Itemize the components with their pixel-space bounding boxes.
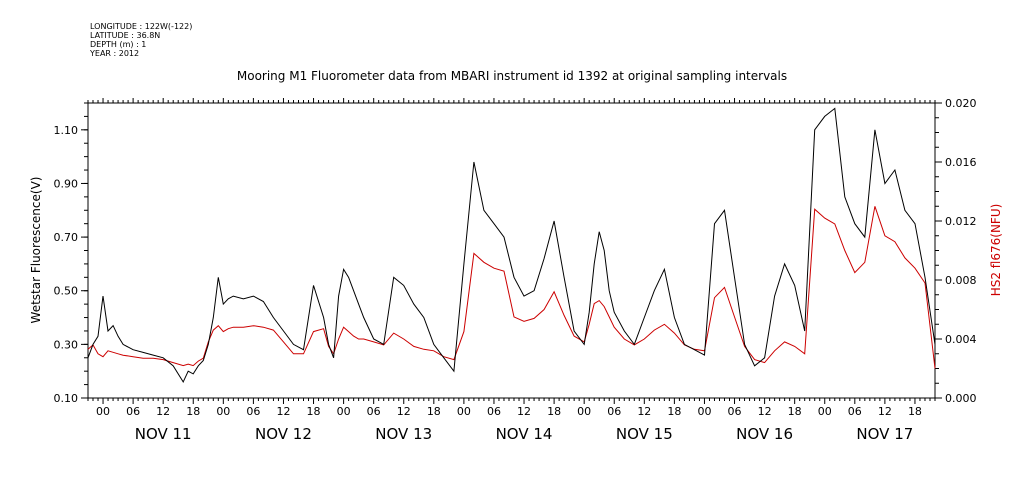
- left-axis-label: Wetstar Fluorescence(V): [29, 177, 43, 324]
- x-day-label: NOV 14: [496, 425, 553, 443]
- series-layer: [87, 107, 936, 383]
- x-day-label: NOV 11: [135, 425, 192, 443]
- right-tick-label: 0.008: [945, 274, 977, 287]
- x-hour-tick-label: 18: [667, 405, 681, 418]
- x-hour-tick-label: 06: [367, 405, 381, 418]
- left-tick-label: 0.70: [54, 231, 79, 244]
- left-tick-label: 0.50: [54, 285, 79, 298]
- left-tick-label: 0.30: [54, 338, 79, 351]
- x-hour-tick-label: 18: [547, 405, 561, 418]
- x-hour-tick-label: 12: [276, 405, 290, 418]
- right-tick-label: 0.004: [945, 333, 977, 346]
- meta-year: YEAR : 2012: [90, 49, 140, 58]
- left-tick-label: 1.10: [54, 124, 79, 137]
- x-hour-tick-label: 12: [397, 405, 411, 418]
- x-axis: 00 06 12 18 00 06 12 18 00 06 12 18 00 06 12 18 00 06 12 18…: [87, 398, 936, 443]
- x-hour-tick-label: 06: [728, 405, 742, 418]
- x-day-label: NOV 12: [255, 425, 312, 443]
- x-hour-tick-label: 06: [848, 405, 862, 418]
- x-hour-tick-label: 06: [246, 405, 260, 418]
- x-hour-tick-label: 06: [607, 405, 621, 418]
- x-hour-tick-label: 00: [457, 405, 471, 418]
- x-hour-tick-label: 18: [788, 405, 802, 418]
- x-hour-tick-label: 18: [186, 405, 200, 418]
- x-hour-tick-label: 18: [427, 405, 441, 418]
- x-hour-tick-label: 00: [96, 405, 110, 418]
- left-tick-label: 0.10: [54, 392, 79, 405]
- x-hour-tick-label: 12: [156, 405, 170, 418]
- x-hour-tick-label: 06: [126, 405, 140, 418]
- x-day-label: NOV 17: [856, 425, 913, 443]
- right-axis-label: HS2 fl676(NFU): [989, 204, 1003, 297]
- red-series-line: [87, 206, 936, 369]
- plot-frame: [87, 102, 936, 399]
- x-day-label: NOV 15: [616, 425, 673, 443]
- top-tick-marks: [87, 98, 936, 103]
- x-hour-tick-label: 18: [908, 405, 922, 418]
- black-series-line: [87, 107, 936, 383]
- x-hour-tick-label: 12: [637, 405, 651, 418]
- x-hour-tick-label: 12: [758, 405, 772, 418]
- metadata-block: LONGITUDE : 122W(-122) LATITUDE : 36.8N …: [90, 22, 192, 58]
- meta-longitude: LONGITUDE : 122W(-122): [90, 22, 193, 31]
- right-y-axis: 0.000 0.004 0.008 0.012 0.016 0.020: [935, 97, 977, 405]
- chart-title: Mooring M1 Fluorometer data from MBARI i…: [237, 69, 787, 83]
- x-hour-tick-label: 12: [517, 405, 531, 418]
- x-hour-tick-label: 00: [216, 405, 230, 418]
- x-day-label: NOV 13: [375, 425, 432, 443]
- right-tick-label: 0.012: [945, 215, 977, 228]
- right-tick-label: 0.016: [945, 156, 977, 169]
- x-hour-tick-label: 00: [337, 405, 351, 418]
- x-hour-tick-label: 18: [307, 405, 321, 418]
- meta-depth: DEPTH (m) : 1: [90, 40, 147, 49]
- left-tick-label: 0.90: [54, 177, 79, 190]
- right-tick-label: 0.020: [945, 97, 977, 110]
- left-y-axis: 0.10 0.30 0.50 0.70 0.90 1.10: [54, 102, 88, 405]
- x-hour-tick-label: 06: [487, 405, 501, 418]
- x-hour-tick-label: 00: [697, 405, 711, 418]
- right-tick-label: 0.000: [945, 392, 977, 405]
- meta-latitude: LATITUDE : 36.8N: [90, 31, 161, 40]
- x-day-label: NOV 16: [736, 425, 793, 443]
- x-hour-tick-label: 00: [818, 405, 832, 418]
- x-hour-tick-label: 00: [577, 405, 591, 418]
- x-hour-tick-label: 12: [878, 405, 892, 418]
